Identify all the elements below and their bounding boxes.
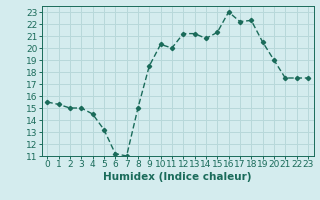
X-axis label: Humidex (Indice chaleur): Humidex (Indice chaleur)	[103, 172, 252, 182]
